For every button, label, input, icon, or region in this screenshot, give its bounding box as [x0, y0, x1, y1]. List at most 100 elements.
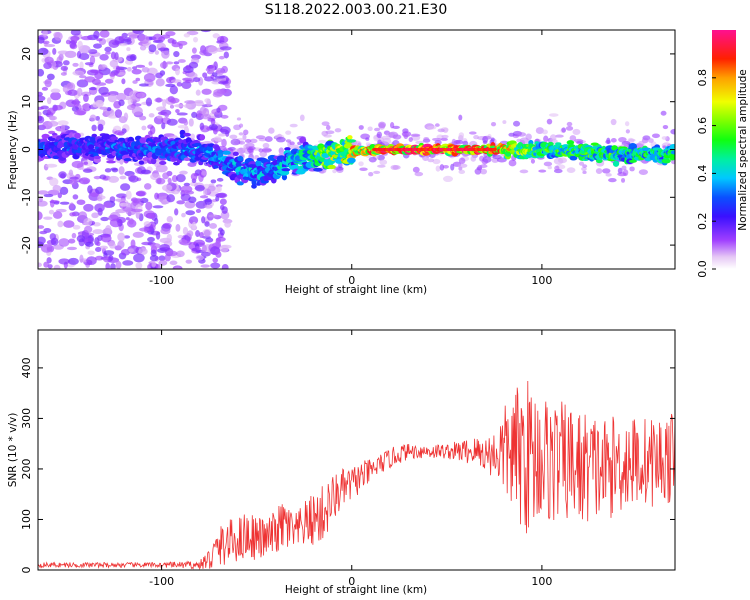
spectrogram-cell [209, 223, 218, 229]
spectrogram-cell [373, 170, 381, 175]
spectrogram-cell [661, 136, 668, 140]
spectrogram-cell [208, 214, 219, 218]
spectrogram-cell [323, 134, 332, 138]
spectrogram-xtick-label: 100 [531, 274, 552, 287]
spectrogram-cell [99, 245, 109, 250]
spectrogram-cell [117, 232, 126, 242]
spectrogram-cell [183, 182, 191, 187]
spectrogram-cell [58, 238, 70, 247]
spectrogram-cell [255, 159, 262, 167]
spectrogram-cell [169, 104, 175, 109]
spectrogram-cell [334, 166, 344, 171]
spectrogram-cell [204, 98, 211, 103]
spectrogram-cell [262, 142, 270, 149]
spectrogram-cell [321, 152, 330, 159]
spectrogram-cell [435, 165, 441, 172]
spectrogram-cell [651, 133, 660, 139]
colorbar-tick-label: 0.4 [696, 165, 709, 183]
spectrogram-cell [519, 169, 529, 174]
spectrogram-cell [174, 266, 180, 269]
spectrogram-cell [543, 161, 553, 167]
spectrogram-cell [43, 216, 53, 220]
spectrogram-cell [194, 184, 205, 192]
spectrogram-cell [401, 131, 412, 137]
spectrogram-cell [176, 112, 188, 116]
spectrogram-cell [78, 75, 87, 79]
spectrogram-cell [46, 73, 55, 81]
spectrogram-cell [95, 115, 100, 121]
spectrogram-cell [216, 177, 224, 182]
spectrogram-cell [160, 227, 171, 235]
spectrogram-cell [114, 130, 124, 136]
spectrogram-cell [116, 216, 126, 224]
spectrogram-cell [67, 89, 78, 96]
spectrogram-cell [462, 140, 469, 146]
spectrogram-cell [49, 200, 60, 204]
spectrogram-cell [135, 64, 146, 68]
spectrogram-cell [220, 114, 229, 119]
spectrogram-cell [216, 107, 221, 113]
spectrogram-cell [178, 239, 188, 245]
spectrogram-cell [104, 78, 114, 84]
spectrogram-cell [203, 229, 211, 237]
spectrogram-cell [334, 128, 342, 133]
spectrogram-cell [261, 147, 272, 153]
spectrogram-cell [177, 124, 189, 129]
spectrogram-cell [68, 169, 74, 177]
spectrogram-cell [123, 157, 132, 162]
spectrogram-cell [566, 167, 576, 173]
spectrogram-cell [57, 50, 69, 55]
spectrogram-cell [154, 192, 160, 200]
spectrogram-cell [392, 165, 401, 170]
spectrogram-cell [158, 255, 166, 262]
spectrogram-cell [313, 167, 323, 172]
spectrogram-cell [441, 134, 449, 139]
spectrogram-cell [76, 199, 86, 205]
spectrogram-cell [610, 118, 617, 126]
spectrogram-cell [78, 52, 90, 61]
spectrogram-cell [69, 40, 77, 49]
spectrogram-cell [84, 76, 96, 83]
spectrogram-cell [38, 196, 43, 203]
spectrogram-cell [69, 212, 76, 217]
spectrogram-cell [268, 127, 275, 134]
spectrogram-cell [119, 175, 127, 180]
spectrogram-cell [155, 177, 166, 185]
spectrogram-cell [78, 211, 88, 220]
spectrogram-cell [621, 165, 627, 171]
spectrogram-cell [96, 99, 104, 107]
spectrogram-cell [39, 230, 48, 235]
spectrogram-cell [207, 46, 219, 54]
spectrogram-cell [628, 138, 636, 142]
spectrogram-cell [46, 97, 52, 105]
spectrogram-cell [285, 130, 292, 135]
spectrogram-cell [147, 213, 155, 219]
spectrogram-cell [143, 183, 152, 190]
spectrogram-ylabel: Frequency (Hz) [7, 110, 19, 189]
spectrogram-cell [95, 186, 104, 194]
spectrogram-cell [543, 135, 549, 143]
spectrogram-cell [221, 138, 227, 148]
spectrogram-cell [98, 64, 106, 70]
spectrogram-cell [93, 175, 102, 180]
spectrogram-cell [38, 262, 42, 268]
spectrogram-cell [135, 191, 146, 197]
spectrogram-cell [84, 225, 93, 234]
spectrogram-cell [490, 137, 495, 142]
spectrogram-cell [178, 139, 184, 144]
spectrogram-cell [139, 35, 150, 45]
spectrogram-cell [388, 131, 399, 139]
snr-ytick-label: 0 [20, 567, 33, 574]
spectrogram-cell [508, 159, 517, 167]
spectrogram-cell [72, 194, 79, 200]
spectrogram-cell [125, 217, 130, 221]
spectrogram-cell [201, 244, 207, 253]
spectrogram-cell [59, 201, 70, 205]
spectrogram-cell [582, 170, 587, 175]
spectrogram-cell [148, 113, 155, 118]
spectrogram-cell [83, 161, 89, 165]
spectrogram-cell [458, 132, 465, 139]
spectrogram-cell [154, 50, 160, 55]
spectrogram-cell [358, 161, 364, 167]
spectrogram-cell [565, 125, 574, 131]
